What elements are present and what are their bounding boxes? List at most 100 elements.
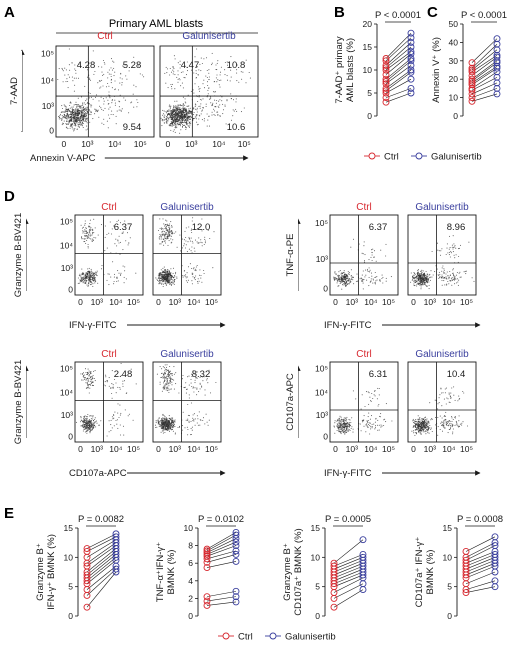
flow-event-dot bbox=[87, 234, 90, 236]
flow-event-dot bbox=[58, 116, 60, 118]
flow-event-dot bbox=[340, 432, 342, 434]
flow-event-dot bbox=[336, 420, 338, 422]
flow-event-dot bbox=[72, 128, 74, 130]
flow-event-dot bbox=[174, 273, 177, 275]
flow-event-dot bbox=[230, 69, 232, 71]
flow-event-dot bbox=[75, 112, 77, 114]
flow-event-dot bbox=[468, 241, 470, 243]
flow-event-dot bbox=[340, 428, 342, 431]
flow-event-dot bbox=[107, 71, 109, 73]
flow-event-dot bbox=[341, 420, 343, 422]
flow-event-dot bbox=[173, 114, 175, 116]
flow-event-dot bbox=[120, 375, 122, 377]
flow-event-dot bbox=[196, 107, 198, 109]
flow-event-dot bbox=[215, 64, 217, 66]
flow-event-dot bbox=[191, 426, 193, 428]
flow-event-dot bbox=[209, 237, 211, 240]
flow-event-dot bbox=[176, 127, 178, 129]
flow-event-dot bbox=[170, 277, 172, 279]
flow-event-dot bbox=[207, 229, 209, 231]
flow-event-dot bbox=[211, 62, 213, 64]
flow-event-dot bbox=[340, 419, 343, 421]
flow-event-dot bbox=[170, 373, 172, 375]
flow-event-dot bbox=[87, 243, 89, 246]
flow-event-dot bbox=[82, 122, 84, 125]
flow-event-dot bbox=[116, 110, 118, 112]
flow-event-dot bbox=[167, 113, 169, 115]
flow-event-dot bbox=[236, 69, 238, 71]
flow-event-dot bbox=[176, 115, 178, 117]
flow-event-dot bbox=[83, 278, 85, 281]
flow-event-dot bbox=[162, 277, 164, 279]
flow-event-dot bbox=[86, 108, 88, 110]
flow-event-dot bbox=[121, 78, 123, 80]
flow-event-dot bbox=[159, 238, 161, 240]
x-tick-label: 0 bbox=[156, 444, 161, 454]
flow-event-dot bbox=[413, 432, 415, 434]
flow-event-dot bbox=[187, 105, 189, 107]
flow-event-dot bbox=[171, 233, 174, 235]
flow-event-dot bbox=[243, 107, 245, 109]
flow-event-dot bbox=[62, 70, 64, 72]
flow-event-dot bbox=[349, 281, 351, 283]
y-tick-label: 0 bbox=[49, 126, 54, 136]
flow-event-dot bbox=[236, 110, 238, 112]
flow-event-dot bbox=[176, 105, 178, 107]
flow-event-dot bbox=[110, 387, 112, 389]
flow-event-dot bbox=[68, 116, 70, 118]
flow-event-dot bbox=[71, 114, 73, 116]
flow-event-dot bbox=[204, 242, 206, 244]
flow-event-dot bbox=[169, 418, 172, 420]
quadrant-percentage: 10.8 bbox=[227, 60, 246, 71]
flow-event-dot bbox=[193, 111, 195, 114]
flow-event-dot bbox=[93, 424, 95, 426]
flow-event-dot bbox=[85, 227, 87, 229]
flow-event-dot bbox=[161, 281, 163, 283]
flow-event-dot bbox=[92, 278, 94, 280]
x-tick-label: 10³ bbox=[185, 139, 197, 149]
flow-event-dot bbox=[201, 245, 203, 247]
flow-event-dot bbox=[422, 431, 424, 433]
flow-event-dot bbox=[376, 279, 378, 281]
flow-event-dot bbox=[427, 279, 429, 281]
flow-event-dot bbox=[193, 247, 195, 249]
flow-event-dot bbox=[419, 275, 421, 277]
flow-event-dot bbox=[83, 272, 85, 274]
flow-event-dot bbox=[95, 281, 97, 283]
flow-event-dot bbox=[95, 94, 98, 96]
flow-event-dot bbox=[155, 422, 157, 424]
flow-event-dot bbox=[352, 428, 354, 430]
flow-event-dot bbox=[426, 275, 428, 277]
flow-event-dot bbox=[79, 124, 81, 126]
flow-event-dot bbox=[109, 106, 111, 108]
flow-event-dot bbox=[162, 241, 164, 243]
flow-event-dot bbox=[422, 424, 424, 426]
flow-event-dot bbox=[93, 274, 95, 276]
flow-event-dot bbox=[384, 418, 386, 420]
flow-event-dot bbox=[66, 118, 68, 120]
flow-event-dot bbox=[363, 241, 365, 243]
flow-event-dot bbox=[82, 104, 84, 106]
flow-event-dot bbox=[351, 417, 353, 419]
flow-event-dot bbox=[201, 228, 203, 231]
flow-event-dot bbox=[190, 428, 192, 430]
flow-event-dot bbox=[83, 106, 85, 108]
flow-event-dot bbox=[124, 99, 126, 101]
flow-event-dot bbox=[173, 116, 175, 118]
flow-event-dot bbox=[436, 242, 439, 244]
flow-event-dot bbox=[193, 277, 195, 279]
flow-event-dot bbox=[452, 235, 454, 237]
flow-event-dot bbox=[338, 271, 340, 273]
flow-event-dot bbox=[192, 108, 194, 110]
flow-event-dot bbox=[346, 427, 348, 430]
flow-event-dot bbox=[110, 113, 112, 116]
flow-event-dot bbox=[87, 128, 89, 130]
flow-event-dot bbox=[75, 77, 77, 79]
flow-event-dot bbox=[337, 418, 339, 420]
flow-event-dot bbox=[85, 108, 87, 110]
flow-event-dot bbox=[187, 118, 189, 120]
flow-event-dot bbox=[66, 112, 68, 114]
flow-event-dot bbox=[173, 276, 175, 278]
flow-event-dot bbox=[181, 125, 184, 127]
flow-event-dot bbox=[156, 373, 158, 375]
